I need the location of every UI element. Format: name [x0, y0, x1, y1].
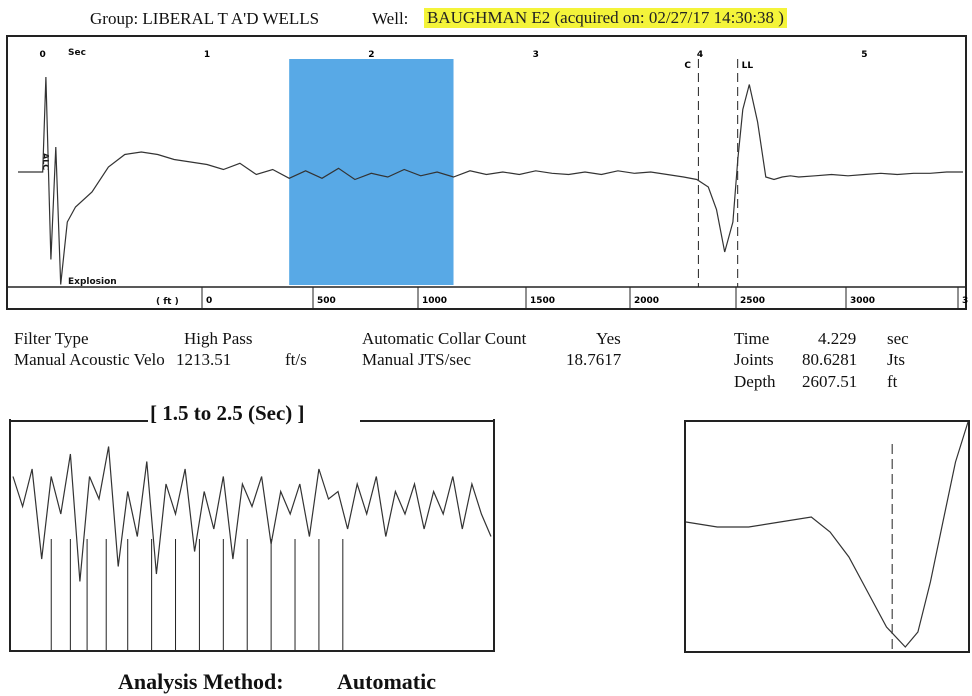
jts-per-sec-value: 18.7617 [566, 350, 622, 369]
feet-tick-label: 1500 [530, 296, 555, 306]
depth-value: 2607.51 [802, 372, 858, 391]
main-chart-frame: Sec Explosion ( ft ) ALC 0 1 2 3 4 5 0 500 1000 1… [6, 35, 968, 310]
joints-unit: Jts [887, 350, 905, 369]
collar-count-label: Automatic Collar Count [362, 329, 527, 348]
collar-count-value: Yes [596, 329, 621, 348]
time-value: 4.229 [818, 329, 857, 348]
seconds-tick-label: 0 [40, 50, 46, 60]
zoom-chart-frame [9, 419, 495, 652]
seconds-tick-label: 2 [368, 50, 374, 60]
group-label: Group: LIBERAL T A'D WELLS [90, 9, 320, 28]
velocity-value: 1213.51 [176, 350, 232, 369]
feet-tick-label: 2500 [740, 296, 765, 306]
feet-tick-label: 3000 [850, 296, 875, 306]
liquid-level-marker-label: LL [742, 61, 754, 71]
jts-per-sec-label: Manual JTS/sec [362, 350, 472, 369]
collar-marker-label: C [684, 61, 691, 71]
main-trace-line [18, 76, 963, 285]
liquid-level-detail-frame [684, 420, 970, 653]
feet-tick-label: 500 [317, 296, 336, 306]
feet-tick-label: 1000 [422, 296, 447, 306]
filter-type-value: High Pass [184, 329, 253, 348]
well-prefix: Well: [372, 9, 409, 28]
explosion-label: Explosion [68, 277, 117, 287]
zoom-trace-line [12, 446, 492, 582]
well-title-highlight: BAUGHMAN E2 (acquired on: 02/27/17 14:30… [424, 8, 787, 28]
main-trace-chart: 0 1 2 3 4 5 0 500 1000 1500 2000 2500 3000 3 C LL [8, 50, 968, 308]
joints-label: Joints [734, 350, 774, 369]
seconds-tick-label: 4 [697, 50, 703, 60]
feet-tick-label: 0 [206, 296, 212, 306]
time-unit: sec [887, 329, 909, 348]
liquid-level-detail-chart [685, 421, 969, 651]
depth-label: Depth [734, 372, 776, 391]
zoom-range-title: [ 1.5 to 2.5 (Sec) ] [150, 401, 305, 425]
zoom-window-highlight [289, 59, 454, 285]
zoom-trace-chart [12, 446, 492, 650]
seconds-tick-label: 5 [861, 50, 867, 60]
time-label: Time [734, 329, 770, 348]
analysis-method-value: Automatic [337, 669, 436, 694]
seconds-tick-label: 3 [533, 50, 539, 60]
feet-axis-label: ( ft ) [156, 297, 179, 307]
velocity-label: Manual Acoustic Velo [14, 350, 165, 369]
zoom-title-rule-right [360, 420, 494, 422]
feet-tick-label: 3 [962, 296, 968, 306]
filter-type-label: Filter Type [14, 329, 89, 348]
joints-value: 80.6281 [802, 350, 858, 369]
zoom-title-rule-left [10, 420, 148, 422]
analysis-method-label: Analysis Method: [118, 669, 284, 694]
seconds-axis-label: Sec [68, 48, 86, 58]
seconds-tick-label: 1 [204, 50, 210, 60]
depth-unit: ft [887, 372, 898, 391]
detail-trace-line [685, 421, 969, 648]
velocity-unit: ft/s [285, 350, 307, 369]
feet-tick-label: 2000 [634, 296, 659, 306]
